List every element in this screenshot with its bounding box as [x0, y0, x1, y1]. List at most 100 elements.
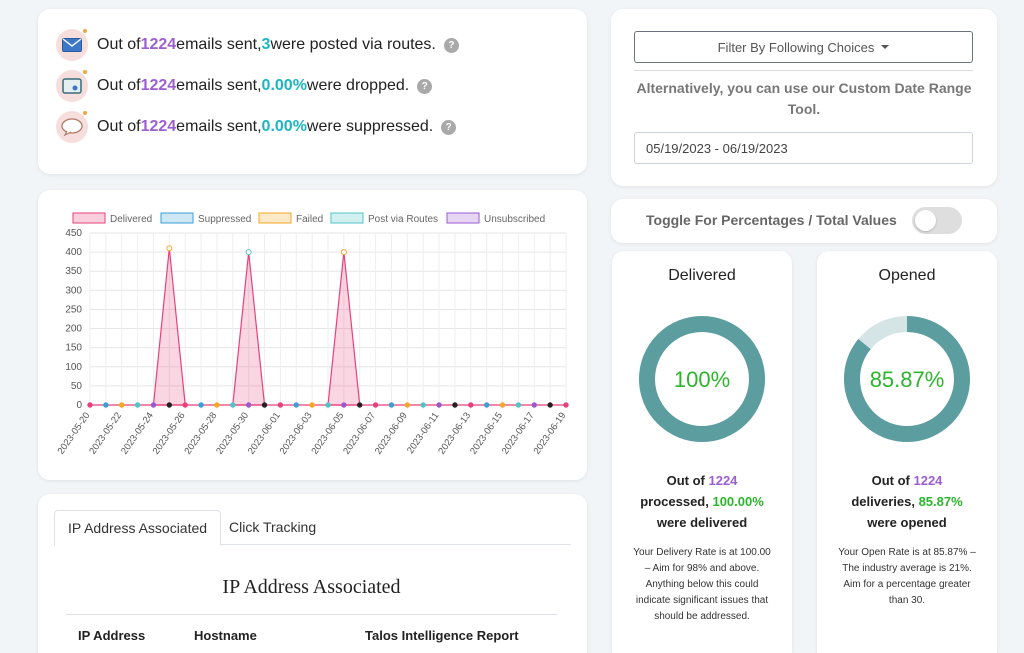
legend-label: Delivered [110, 214, 152, 225]
stat-total: 1224 [140, 36, 177, 53]
details-tabs-card: IP Address Associated Click Tracking IP … [38, 494, 587, 653]
y-tick-label: 400 [65, 247, 82, 258]
donut-title: Delivered [668, 267, 736, 284]
y-tick-label: 100 [65, 362, 82, 373]
data-point [119, 402, 125, 408]
data-point [404, 402, 411, 408]
opened-card: Opened 85.87% Out of 1224 deliveries, 85… [817, 251, 997, 653]
data-point [293, 402, 299, 408]
legend-swatch [258, 212, 292, 224]
data-point [103, 402, 109, 408]
data-point [245, 249, 252, 256]
ip-section-title: IP Address Associated [222, 576, 401, 598]
legend-label: Unsubscribed [484, 214, 545, 225]
envelope-icon [56, 29, 88, 61]
legend-label: Post via Routes [368, 214, 438, 225]
data-point [436, 402, 442, 408]
legend-swatch [446, 212, 480, 224]
delivered-summary: Out of 1224 processed, 100.00% were deli… [640, 473, 764, 530]
y-tick-label: 200 [65, 324, 82, 335]
delivered-donut [639, 316, 765, 442]
data-point [198, 402, 204, 408]
tab-click-tracking[interactable]: Click Tracking [229, 519, 317, 535]
percent-total-toggle[interactable] [912, 207, 962, 234]
donut-fill [844, 316, 970, 442]
caret-down-icon [881, 45, 890, 49]
data-point [452, 402, 458, 408]
data-point [230, 402, 236, 408]
donut-fill [639, 316, 765, 442]
y-tick-label: 150 [65, 343, 82, 354]
open-rate-note: Your Open Rate is at 85.87% – The indust… [838, 547, 976, 606]
donut-percent: 100% [673, 367, 731, 392]
data-point [531, 402, 537, 408]
date-range-input[interactable]: 05/19/2023 - 06/19/2023 [634, 132, 973, 164]
delivered-area [152, 248, 186, 406]
legend-swatch [330, 212, 364, 224]
email-activity-chart-card: Delivered Suppressed Failed Post via Routes… [38, 190, 587, 480]
custom-range-hint: Alternatively, you can use our Custom Da… [636, 80, 972, 117]
help-icon[interactable]: ? [441, 119, 457, 135]
column-header-ip: IP Address [78, 628, 146, 643]
speech-bubble-icon [56, 111, 88, 143]
stat-value: 0.00% [261, 118, 307, 135]
data-point [182, 402, 188, 408]
column-header-hostname: Hostname [194, 628, 257, 643]
data-point [261, 402, 268, 408]
stat-total: 1224 [140, 77, 177, 94]
stat-row-suppressed: Out of 1224 emails sent, 0.00% were supp… [56, 111, 457, 143]
email-stats-card: Out of 1224 emails sent, 3 were posted v… [38, 9, 587, 174]
help-icon[interactable]: ? [443, 37, 459, 53]
divider [66, 614, 557, 615]
opened-donut [844, 316, 970, 442]
data-point [388, 402, 395, 408]
x-tick-label: 2023-06-19 [532, 410, 569, 456]
data-point [166, 245, 173, 252]
data-point [563, 402, 569, 408]
toggle-label: Toggle For Percentages / Total Values [646, 212, 897, 228]
data-point [309, 402, 315, 408]
data-point [357, 402, 363, 408]
data-point [325, 402, 331, 408]
legend-label: Suppressed [198, 214, 251, 225]
filter-dropdown-button[interactable]: Filter By Following Choices [634, 31, 973, 63]
toggle-knob [915, 210, 936, 231]
y-tick-label: 250 [65, 304, 82, 315]
stat-row-routes: Out of 1224 emails sent, 3 were posted v… [56, 29, 459, 61]
y-tick-label: 300 [65, 285, 82, 296]
opened-summary: Out of 1224 deliveries, 85.87% were open… [851, 473, 963, 530]
y-tick-label: 50 [71, 381, 83, 392]
data-point [214, 402, 220, 408]
dropped-email-icon [56, 70, 88, 102]
data-point [277, 402, 284, 408]
stat-value: 0.00% [261, 77, 307, 94]
donut-percent: 85.87% [869, 367, 945, 392]
help-icon[interactable]: ? [417, 78, 433, 94]
tab-ip-address[interactable]: IP Address Associated [54, 510, 222, 546]
data-point [372, 402, 379, 408]
divider [634, 70, 973, 71]
column-header-talos: Talos Intelligence Report [365, 628, 519, 643]
legend-label: Failed [296, 214, 323, 225]
toggle-card: Toggle For Percentages / Total Values [611, 199, 997, 243]
data-point [134, 402, 141, 408]
legend-swatch [160, 212, 194, 224]
filter-card: Filter By Following Choices Alternativel… [611, 9, 997, 186]
delivery-rate-note: Your Delivery Rate is at 100.00 – Aim fo… [633, 547, 771, 622]
tab-bar: IP Address Associated Click Tracking [54, 510, 571, 546]
y-tick-label: 450 [65, 228, 82, 239]
data-point [166, 402, 173, 408]
y-tick-label: 350 [65, 266, 82, 277]
data-point [245, 402, 252, 408]
email-activity-chart: Delivered Suppressed Failed Post via Routes… [56, 212, 569, 457]
stat-total: 1224 [140, 118, 177, 135]
stat-row-dropped: Out of 1224 emails sent, 0.00% were drop… [56, 70, 433, 102]
donut-title: Opened [878, 267, 936, 284]
data-point [420, 402, 426, 408]
data-point [341, 402, 347, 408]
data-point [468, 402, 474, 408]
data-point [547, 402, 553, 408]
stat-value: 3 [261, 36, 271, 53]
data-point [515, 402, 522, 408]
legend-swatch [72, 212, 106, 224]
